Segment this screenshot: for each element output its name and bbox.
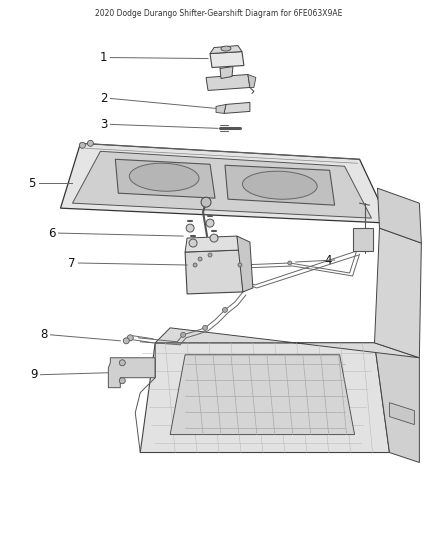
Polygon shape: [237, 236, 253, 292]
Text: 4: 4: [324, 254, 332, 266]
Polygon shape: [206, 75, 250, 91]
Polygon shape: [224, 102, 250, 114]
Polygon shape: [108, 358, 155, 387]
Text: 9: 9: [30, 368, 38, 381]
Text: 5: 5: [28, 177, 35, 190]
Circle shape: [210, 234, 218, 242]
Polygon shape: [374, 343, 419, 463]
Circle shape: [201, 197, 211, 207]
Polygon shape: [378, 188, 421, 243]
Circle shape: [119, 360, 125, 366]
Text: 2: 2: [100, 92, 107, 105]
Polygon shape: [185, 236, 240, 252]
Circle shape: [124, 338, 129, 344]
Polygon shape: [389, 402, 414, 425]
Polygon shape: [353, 228, 372, 251]
Ellipse shape: [129, 163, 199, 191]
Polygon shape: [140, 343, 389, 453]
Circle shape: [206, 219, 214, 227]
Polygon shape: [210, 52, 244, 68]
Text: 3: 3: [100, 118, 107, 131]
Circle shape: [186, 224, 194, 232]
Circle shape: [238, 263, 242, 267]
Circle shape: [288, 261, 292, 265]
Circle shape: [198, 257, 202, 261]
Text: 7: 7: [68, 256, 75, 270]
Polygon shape: [225, 165, 335, 205]
Circle shape: [88, 140, 93, 147]
Circle shape: [202, 325, 208, 330]
Polygon shape: [248, 75, 256, 87]
Circle shape: [193, 263, 197, 267]
Text: 1: 1: [100, 51, 107, 64]
Circle shape: [79, 142, 85, 148]
Circle shape: [180, 333, 186, 337]
Polygon shape: [155, 328, 419, 358]
Ellipse shape: [221, 46, 231, 51]
Ellipse shape: [243, 171, 317, 199]
Circle shape: [127, 335, 133, 341]
Circle shape: [189, 239, 197, 247]
Polygon shape: [72, 151, 371, 218]
Text: 8: 8: [40, 328, 48, 341]
Text: 6: 6: [48, 227, 56, 240]
Polygon shape: [170, 355, 355, 434]
Polygon shape: [115, 159, 215, 198]
Polygon shape: [60, 143, 389, 223]
Polygon shape: [210, 46, 242, 53]
Text: 2020 Dodge Durango Shifter-Gearshift Diagram for 6FE063X9AE: 2020 Dodge Durango Shifter-Gearshift Dia…: [95, 9, 343, 18]
Polygon shape: [374, 228, 421, 358]
Circle shape: [223, 308, 227, 312]
Polygon shape: [220, 67, 233, 78]
Circle shape: [208, 253, 212, 257]
Circle shape: [119, 378, 125, 384]
Polygon shape: [216, 104, 226, 114]
Polygon shape: [185, 250, 243, 294]
